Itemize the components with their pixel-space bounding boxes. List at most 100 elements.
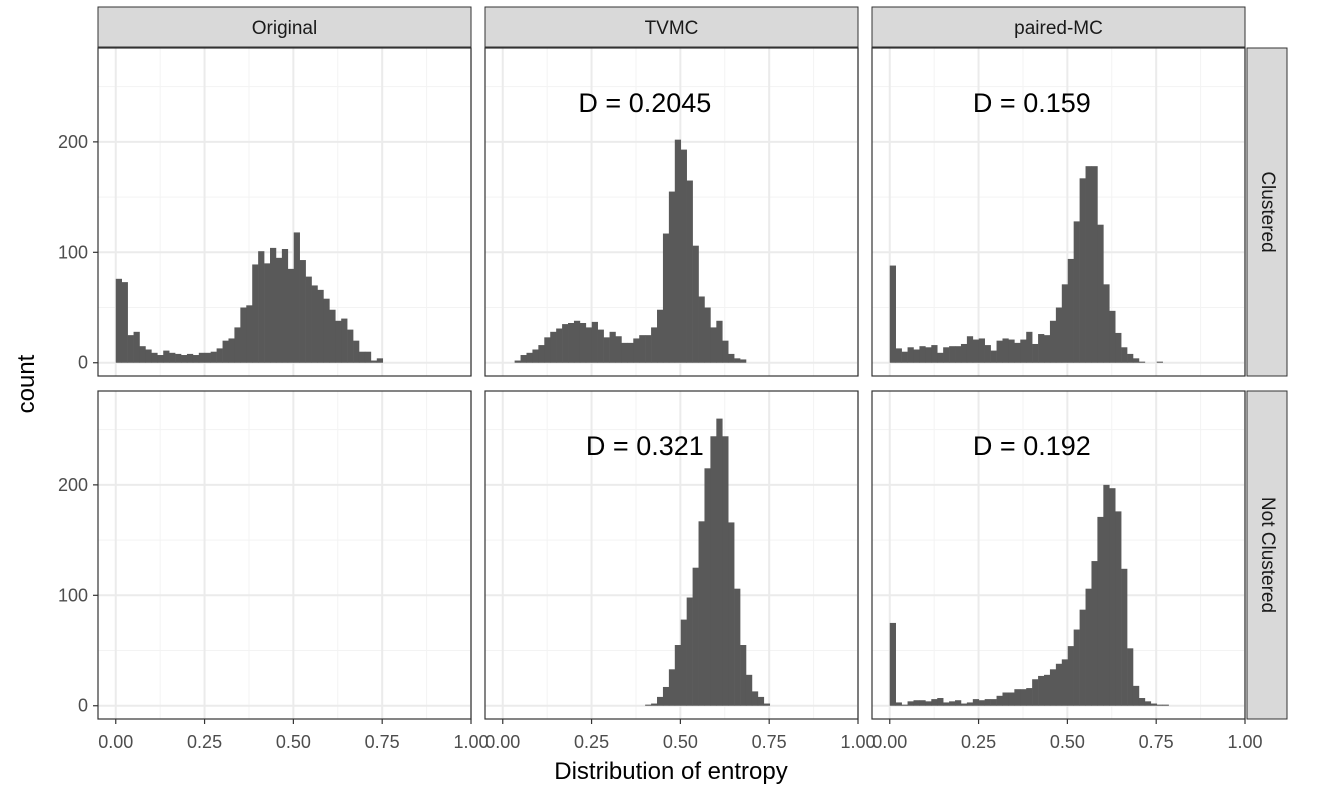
x-axis-title: Distribution of entropy — [554, 758, 787, 785]
panel-border — [484, 390, 859, 720]
histogram-bar — [573, 320, 581, 363]
x-tick-label: 0.25 — [961, 732, 996, 752]
histogram-bar — [115, 278, 122, 363]
histogram-bar — [931, 345, 938, 363]
histogram-bar — [990, 699, 997, 706]
histogram-bar — [710, 436, 717, 706]
histogram-bar — [364, 351, 372, 363]
histogram-bar — [657, 696, 664, 706]
x-tick-label: 1.00 — [1227, 732, 1262, 752]
histogram-bar — [734, 588, 741, 706]
histogram-bar — [234, 327, 241, 363]
histogram-bar — [645, 335, 652, 363]
histogram-bar — [674, 645, 682, 706]
histogram-bar — [751, 691, 759, 706]
histogram-bar — [1156, 704, 1163, 706]
histogram-bar — [763, 703, 771, 706]
histogram-bar — [335, 320, 342, 363]
histogram-bar — [1091, 166, 1098, 363]
histogram-bar — [984, 345, 991, 363]
histogram-bar — [901, 704, 908, 706]
histogram-bar — [1091, 561, 1098, 706]
histogram-bar — [728, 522, 735, 706]
histogram-bar — [1044, 674, 1051, 706]
histogram-bar — [1032, 343, 1039, 363]
histogram-bar — [1132, 685, 1140, 706]
histogram-bar — [895, 702, 902, 706]
annotation-ks-d: D = 0.321 — [586, 431, 704, 461]
histogram-bar — [757, 696, 765, 706]
histogram-bar — [740, 645, 747, 706]
histogram-bar — [913, 700, 920, 706]
histogram-bar — [169, 352, 176, 363]
x-tick-label: 0.50 — [1050, 732, 1085, 752]
histogram-bar — [228, 338, 235, 363]
y-tick-label: 0 — [78, 353, 88, 373]
histogram-bar — [1150, 703, 1158, 706]
histogram-bar — [287, 268, 295, 363]
histogram-bar — [680, 149, 687, 363]
histogram-bar — [692, 245, 699, 363]
histogram-bar — [1055, 307, 1063, 363]
panel-border — [871, 390, 1246, 720]
histogram-bar — [1073, 221, 1080, 363]
panel-border — [484, 47, 859, 377]
histogram-bar — [1038, 334, 1045, 363]
histogram-bar — [668, 191, 676, 363]
histogram-bar — [984, 699, 991, 706]
histogram-bar — [139, 346, 146, 363]
panel-border — [97, 47, 472, 377]
histogram-bar — [1156, 361, 1163, 363]
histogram-bar — [323, 298, 330, 363]
histogram-bar — [317, 289, 324, 363]
panel-border — [871, 47, 1246, 377]
histogram-bar — [275, 257, 283, 363]
strip-tvmc — [484, 6, 859, 48]
histogram-bar — [662, 686, 670, 706]
histogram-bar — [175, 353, 182, 363]
histogram-bar — [222, 340, 229, 363]
panel-tvmc-not-clustered: D = 0.321 — [484, 390, 859, 720]
histogram-bar — [1085, 166, 1092, 363]
panel-original-clustered — [97, 47, 472, 377]
panels-layer: Original TVMC paired-MC Clustered Not Cluste… — [58, 6, 1288, 752]
histogram-bar — [1026, 688, 1033, 706]
strip-label-paired-mc: paired-MC — [1014, 18, 1103, 39]
histogram-bar — [1055, 663, 1063, 706]
histogram-bar — [1026, 331, 1033, 363]
histogram-bar — [204, 352, 211, 363]
histogram-bar — [674, 139, 682, 363]
histogram-bar — [960, 703, 968, 706]
histogram-bar — [686, 597, 693, 706]
histogram-bar — [538, 345, 545, 363]
y-tick-label: 200 — [58, 475, 88, 495]
histogram-bar — [972, 339, 980, 363]
histogram-bar — [722, 340, 729, 363]
histogram-bar — [1109, 310, 1116, 363]
histogram-bar — [216, 348, 223, 363]
histogram-bar — [716, 418, 723, 706]
histogram-bar — [1127, 648, 1134, 706]
histogram-bar — [1002, 692, 1009, 706]
histogram-bar — [627, 342, 634, 363]
histogram-bar — [258, 251, 265, 363]
histogram-bar — [907, 701, 914, 706]
histogram-bar — [1144, 701, 1152, 706]
histogram-bar — [919, 346, 926, 363]
histogram-bar — [556, 328, 563, 363]
x-tick-label: 0.75 — [752, 732, 787, 752]
strip-label-original: Original — [252, 18, 317, 39]
histogram-bar — [651, 327, 658, 363]
x-tick-label: 1.00 — [453, 732, 488, 752]
histogram-bar — [966, 336, 974, 363]
histogram-bar — [1020, 689, 1027, 706]
histogram-bar — [210, 351, 217, 363]
histogram-bar — [264, 263, 271, 363]
histogram-bar — [698, 296, 705, 363]
x-tick-label: 0.50 — [276, 732, 311, 752]
histogram-bar — [1073, 629, 1080, 706]
histogram-bar — [1014, 689, 1021, 706]
histogram-bar — [931, 699, 938, 706]
y-tick-label: 100 — [58, 242, 88, 262]
